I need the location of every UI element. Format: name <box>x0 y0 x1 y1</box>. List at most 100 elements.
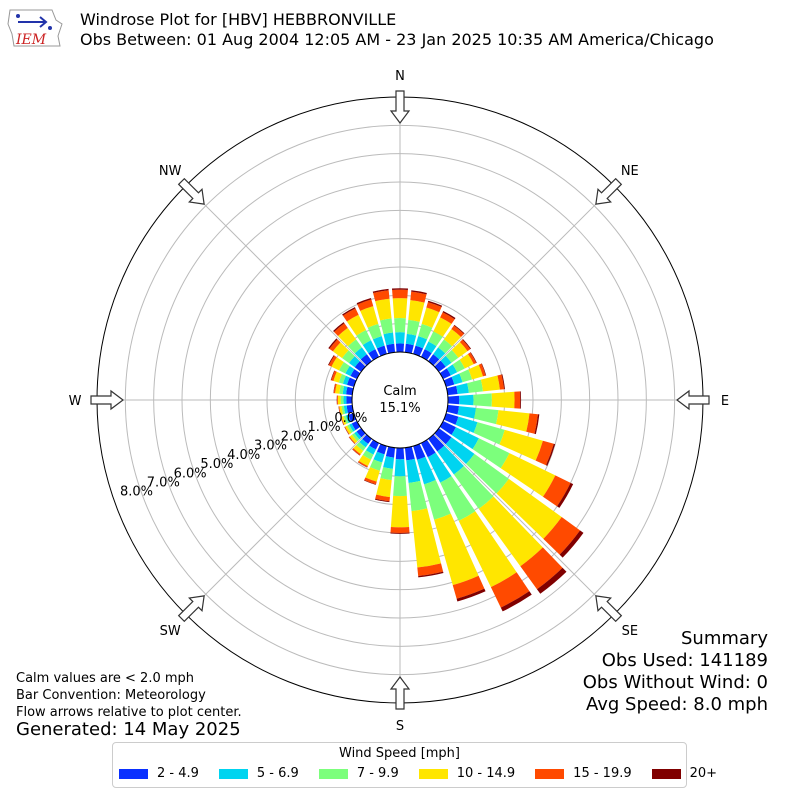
bar-segment <box>357 462 368 468</box>
bar-segment <box>418 571 444 578</box>
bar-segment <box>367 323 382 340</box>
bar-segment <box>420 439 436 458</box>
bar-segment <box>458 511 517 588</box>
bar-segment <box>341 405 346 415</box>
bar-segment <box>424 341 437 354</box>
bar-segment <box>467 352 477 365</box>
bar-segment <box>333 383 336 394</box>
bar-segment <box>499 429 543 461</box>
bar-segment <box>360 306 379 328</box>
direction-label: NE <box>621 164 639 179</box>
bar-segment <box>333 383 337 394</box>
bar-segment <box>331 370 337 382</box>
legend-swatch <box>218 768 248 779</box>
bar-segment <box>383 332 395 346</box>
bar-segment <box>439 420 456 435</box>
bar-segment <box>453 324 465 334</box>
bar-segment <box>390 527 410 533</box>
bar-segment <box>442 310 456 320</box>
bar-segment <box>342 385 348 395</box>
bar-segment <box>356 297 372 305</box>
bar-segment <box>443 376 455 387</box>
bar-segment <box>433 317 452 337</box>
bar-segment <box>340 416 345 426</box>
bar-segment <box>456 383 469 395</box>
bar-segment <box>337 395 341 405</box>
bar-segment <box>427 300 443 308</box>
bar-segment <box>481 363 487 376</box>
legend-swatch <box>651 768 681 779</box>
bar-segment <box>342 375 350 385</box>
bar-segment <box>365 445 376 455</box>
bar-segment <box>451 427 479 450</box>
legend-title: Wind Speed [mph] <box>339 746 460 761</box>
bar-segment <box>480 375 500 392</box>
bar-segment <box>501 374 505 390</box>
bar-segment <box>390 495 410 528</box>
bar-segment <box>426 302 442 313</box>
calm-circle <box>351 351 449 449</box>
bar-segment <box>338 361 350 374</box>
bar-segment <box>338 406 341 416</box>
bar-segment <box>405 333 417 346</box>
bar-segment <box>411 290 427 295</box>
bar-segment <box>373 290 390 302</box>
bar-segment <box>376 345 387 357</box>
bar-segment <box>331 357 344 371</box>
summary-obs-used: Obs Used: 141189 <box>601 650 768 671</box>
bar-segment <box>346 314 367 336</box>
bar-segment <box>543 517 581 555</box>
windrose-chart: 0.0%1.0%2.0%3.0%4.0%5.0%6.0%7.0%8.0% N NE… <box>69 69 730 734</box>
bar-segment <box>452 575 485 599</box>
bar-segment <box>333 371 342 383</box>
bar-segment <box>390 532 410 534</box>
bar-segment <box>338 374 346 384</box>
logo-text: IEM <box>15 32 47 48</box>
bar-segment <box>346 386 354 396</box>
grid-spoke <box>433 185 615 367</box>
bar-segment <box>417 456 436 485</box>
bar-segment <box>427 452 452 483</box>
bar-segment <box>362 340 376 354</box>
bar-segment <box>496 410 530 432</box>
bar-segment <box>445 437 475 464</box>
bar-segment <box>329 339 341 352</box>
bar-segment <box>474 407 499 425</box>
bar-segment <box>392 289 408 299</box>
bar-segment <box>372 336 385 349</box>
bar-segment <box>345 425 352 435</box>
bar-segment <box>496 478 562 539</box>
bar-segment <box>394 318 406 333</box>
bar-segment <box>420 349 432 361</box>
summary-title: Summary <box>681 628 768 649</box>
calm-note: Calm values are < 2.0 mph <box>16 671 195 686</box>
bar-segment <box>433 347 446 360</box>
bar-segment <box>362 450 374 460</box>
flow-arrow <box>389 90 411 124</box>
bar-segment <box>421 307 440 328</box>
legend: Wind Speed [mph] 2 - 4.9 5 - 6.9 7 - 9.9 10… <box>112 742 717 788</box>
legend-item: 7 - 9.9 <box>318 766 399 781</box>
legend-label: 7 - 9.9 <box>356 766 399 781</box>
bar-segment <box>542 475 571 507</box>
flow-arrow <box>389 676 411 710</box>
bar-segment <box>352 449 360 456</box>
direction-label: N <box>395 69 405 84</box>
chart-subtitle: Obs Between: 01 Aug 2004 12:05 AM - 23 J… <box>80 30 714 49</box>
radial-tick-labels: 0.0%1.0%2.0%3.0%4.0%5.0%6.0%7.0%8.0% <box>120 411 367 500</box>
bar-segment <box>443 413 459 425</box>
bar-segment <box>342 350 355 364</box>
bar-segment <box>428 331 443 347</box>
bar-segment <box>349 423 356 432</box>
bar-segment <box>353 445 364 455</box>
radial-tick-label: 5.0% <box>200 457 233 472</box>
bar-segment <box>356 441 366 451</box>
bar-segment <box>520 547 563 590</box>
bar-segment <box>439 368 451 380</box>
bar-segment <box>424 480 451 520</box>
bar-segment <box>451 341 468 358</box>
bar-segment <box>459 354 474 369</box>
bar-segment <box>411 508 442 568</box>
bar-segment <box>339 385 345 395</box>
bar-segment <box>434 513 479 586</box>
